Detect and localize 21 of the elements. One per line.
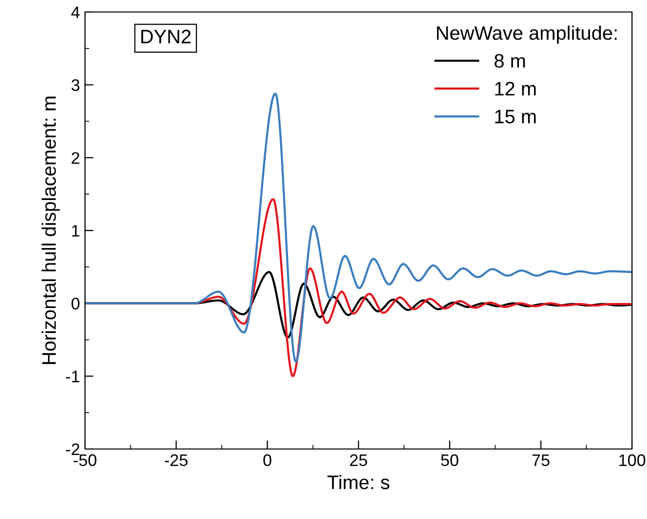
y-tick-label: -1 [66,370,80,382]
annotation: DYN2 [141,30,191,44]
x-tick-label: 100 [619,454,646,466]
x-axis-title: Time: s [327,474,390,490]
y-tick-label: 4 [71,6,80,18]
x-tick-label: 25 [350,454,368,466]
y-tick-label: 1 [72,225,80,237]
legend-title: NewWave amplitude: [437,26,617,44]
x-tick-label: 0 [263,454,272,466]
y-tick-label: 3 [72,79,80,92]
y-tick-label: -2 [66,443,80,456]
legend-label: 15 m [495,110,536,124]
y-axis-title: Horizontal hull displacement: m [42,96,60,364]
x-tick-label: -25 [164,454,188,466]
y-tick-label: 2 [72,152,80,164]
legend-label: 8 m [494,54,525,68]
x-tick-label: 50 [441,454,458,466]
x-tick-label: -50 [74,454,96,466]
legend-label: 12 m [495,82,536,96]
x-tick-label: 75 [532,454,550,466]
y-tick-label: 0 [72,298,80,310]
